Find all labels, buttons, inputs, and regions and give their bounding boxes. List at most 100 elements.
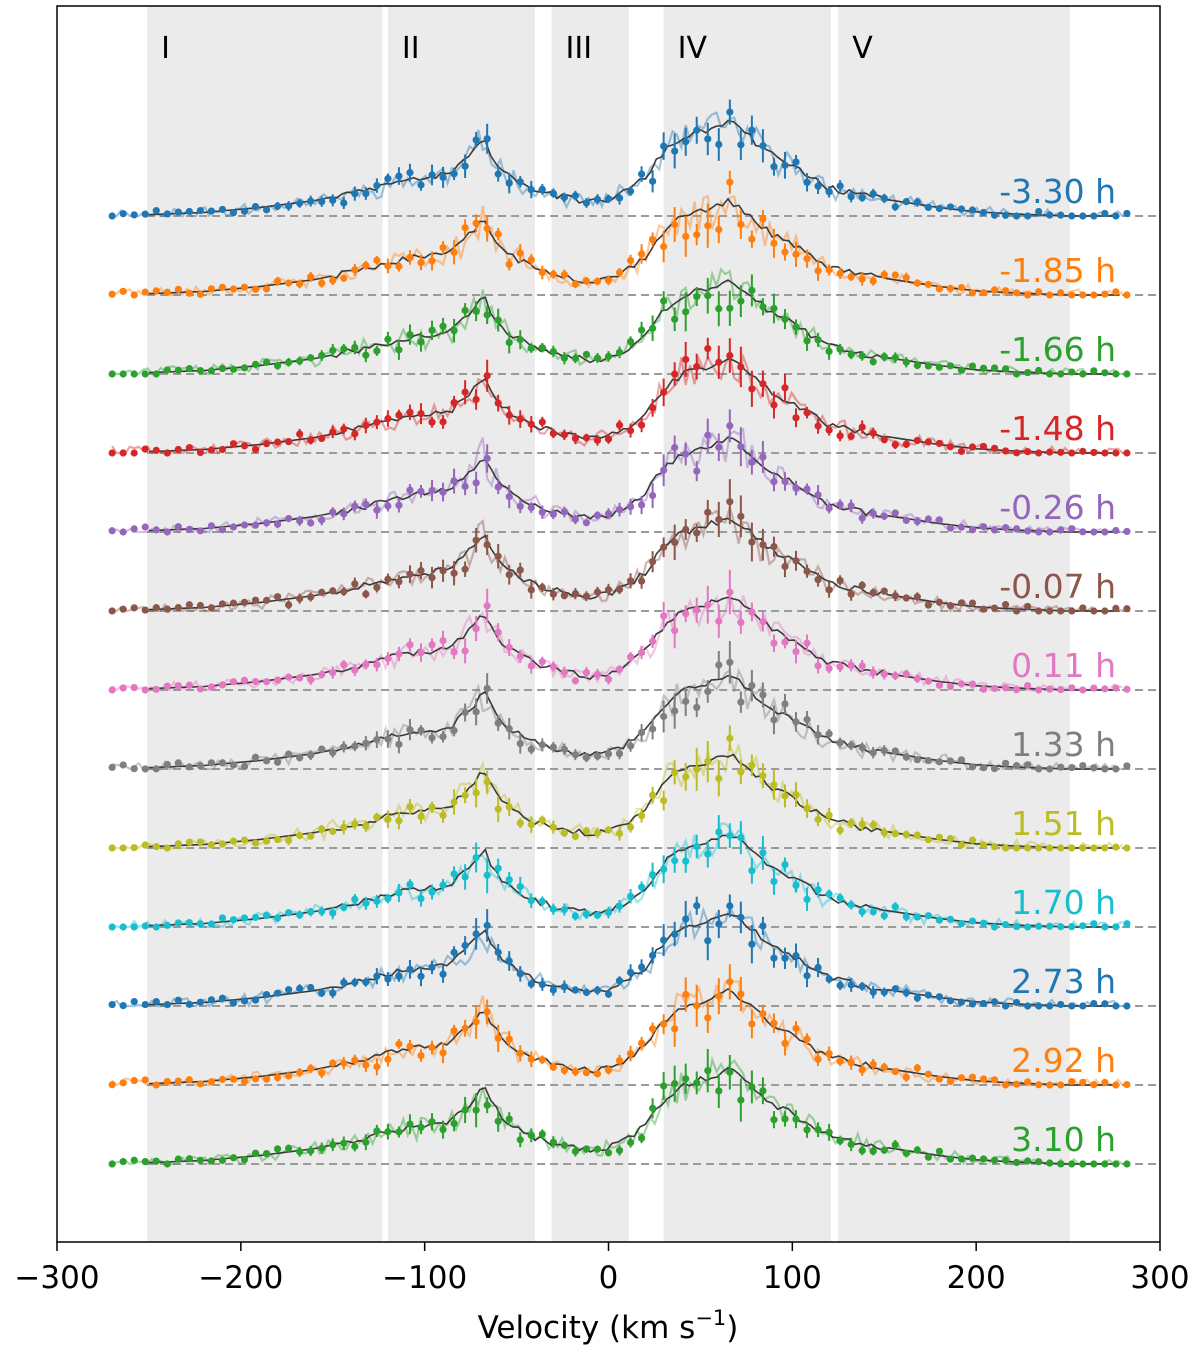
data-point: [814, 963, 822, 972]
spectrum--1.48h: -1.48 h: [108, 337, 1160, 457]
data-point: [693, 126, 701, 134]
data-point: [362, 351, 370, 359]
data-point: [1090, 999, 1098, 1008]
data-point: [902, 913, 910, 921]
data-point: [737, 512, 745, 520]
data-point: [649, 951, 657, 960]
data-point: [880, 988, 888, 996]
data-point: [682, 355, 690, 364]
data-point: [1024, 1078, 1032, 1086]
data-point: [814, 1055, 822, 1063]
data-point: [1068, 525, 1076, 533]
data-point: [395, 501, 403, 509]
data-point: [218, 681, 227, 689]
data-point: [196, 685, 204, 693]
data-point: [1013, 370, 1021, 378]
data-point: [108, 844, 116, 852]
data-point: [858, 514, 866, 522]
data-point: [406, 1120, 414, 1128]
data-point: [637, 170, 646, 178]
data-point: [274, 438, 282, 446]
data-point: [1046, 370, 1054, 378]
data-point: [571, 986, 580, 994]
region-label-V: V: [852, 31, 873, 66]
data-point: [990, 684, 999, 693]
data-point: [1035, 922, 1043, 930]
data-point: [527, 1055, 535, 1063]
spectrum-1.70h: 1.70 h: [108, 815, 1160, 931]
data-point: [582, 910, 591, 918]
data-point: [1112, 765, 1120, 773]
data-point: [141, 370, 149, 378]
data-point: [803, 337, 811, 345]
data-point: [163, 366, 171, 374]
data-point: [373, 736, 381, 744]
data-point: [604, 435, 613, 443]
data-point: [660, 936, 668, 944]
data-point: [196, 1080, 204, 1088]
data-point: [141, 1157, 149, 1166]
data-point: [207, 604, 216, 612]
data-point: [428, 1118, 436, 1126]
x-axis: −300 −200 −100 0 100 200 300: [14, 1242, 1190, 1296]
data-point: [362, 189, 370, 198]
data-point: [682, 915, 690, 923]
data-point: [119, 287, 127, 295]
spectra-series: -3.30 h -1.85 h -1.66 h -1.48 h -0.26 h -0.07…: [108, 99, 1160, 1168]
data-point: [274, 1145, 282, 1153]
data-point: [141, 841, 149, 849]
data-point: [593, 436, 602, 444]
data-point: [1123, 449, 1131, 457]
data-point: [1024, 291, 1032, 299]
data-point: [792, 557, 800, 565]
data-point: [660, 612, 668, 620]
data-point: [207, 367, 216, 375]
data-point: [1046, 291, 1054, 299]
data-point: [924, 280, 932, 289]
data-point: [1101, 528, 1109, 536]
data-point: [1068, 291, 1076, 299]
x-tick-label: 100: [763, 1260, 822, 1296]
series-label: 3.10 h: [1011, 1120, 1116, 1159]
data-point: [759, 215, 767, 223]
data-point: [395, 1040, 403, 1048]
data-point: [285, 437, 293, 446]
data-point: [549, 743, 557, 751]
data-point: [307, 273, 315, 281]
data-point: [384, 1128, 392, 1136]
data-point: [671, 768, 679, 776]
data-point: [329, 909, 337, 917]
data-point: [913, 198, 921, 206]
data-point: [285, 514, 293, 523]
data-point: [307, 908, 315, 916]
data-point: [814, 491, 822, 499]
data-point: [660, 297, 668, 305]
data-point: [130, 604, 138, 612]
data-point: [130, 291, 138, 299]
data-point: [737, 913, 745, 921]
data-point: [285, 750, 293, 758]
data-point: [340, 661, 348, 669]
data-point: [957, 841, 966, 849]
data-point: [549, 510, 557, 518]
data-point: [163, 921, 171, 929]
data-point: [615, 268, 624, 277]
data-point: [891, 672, 899, 680]
data-point: [1046, 607, 1054, 615]
data-point: [307, 983, 315, 992]
data-point: [825, 730, 833, 738]
data-point: [141, 922, 149, 930]
data-point: [803, 255, 811, 263]
data-point: [626, 968, 635, 977]
data-point: [417, 1051, 425, 1060]
data-point: [329, 1141, 337, 1149]
series-label: 1.51 h: [1011, 804, 1116, 843]
data-point: [649, 871, 657, 879]
data-point: [450, 798, 458, 806]
data-point: [318, 1069, 326, 1077]
data-point: [538, 583, 546, 591]
series-label: 1.70 h: [1011, 883, 1116, 922]
data-point: [979, 999, 988, 1008]
data-point: [946, 443, 955, 451]
data-point: [395, 346, 403, 354]
